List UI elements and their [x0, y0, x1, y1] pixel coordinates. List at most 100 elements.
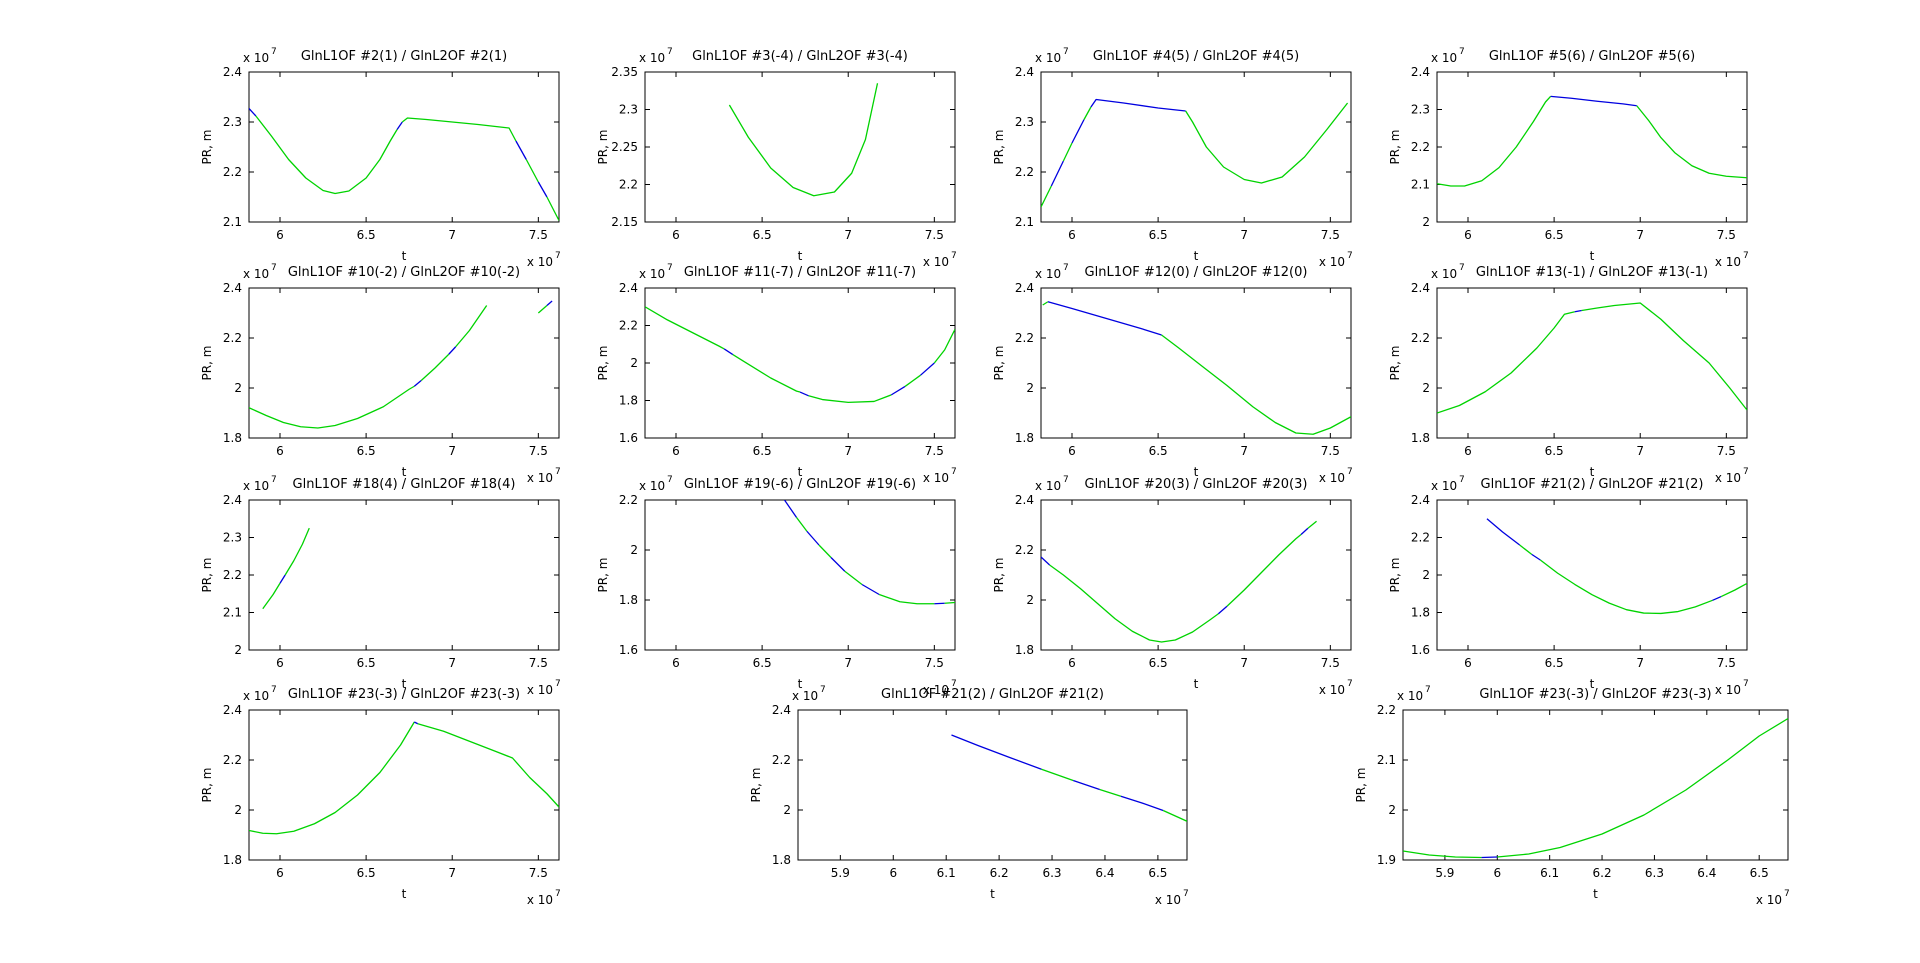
plot-title: GlnL1OF #21(2) / GlnL2OF #21(2): [881, 687, 1104, 702]
plot-title: GlnL1OF #23(-3) / GlnL2OF #23(-3): [288, 687, 520, 702]
curve-segment-green: [1042, 301, 1049, 306]
curve-segment-green: [1083, 106, 1092, 120]
y-tick-label: 2.2: [1411, 331, 1430, 345]
plot-title: GlnL1OF #13(-1) / GlnL2OF #13(-1): [1476, 265, 1708, 280]
x-tick-label: 7.5: [529, 656, 548, 670]
y-tick-label: 1.8: [1411, 431, 1430, 445]
curve-segment-green: [537, 305, 548, 314]
y-tick-label: 2.2: [223, 753, 242, 767]
x-tick-label: 6: [889, 866, 897, 880]
y-tick-label: 2.4: [1411, 281, 1430, 295]
subplot-r4-wide2: 5.9 6 6.1 6.2 6.3 6.4 6.5 1.9 2 2.1 2.2 GlnL1OF #23…: [1354, 685, 1790, 907]
curve-segment-green: [249, 385, 415, 429]
plot-title: GlnL1OF #19(-6) / GlnL2OF #19(-6): [684, 477, 916, 492]
x-tick-label: 6.1: [937, 866, 956, 880]
plot-box: [1040, 499, 1352, 651]
y-tick-label: 2.4: [223, 65, 242, 79]
curve-segment-blue: [783, 500, 798, 518]
x-axis-exponent-power: 7: [951, 467, 957, 477]
y-axis-label: PR, m: [1388, 346, 1402, 381]
y-axis-exponent-power: 7: [820, 685, 826, 695]
x-tick-label: 6: [276, 866, 284, 880]
x-tick-label: 6: [1464, 444, 1472, 458]
y-tick-label: 2.4: [223, 493, 242, 507]
curve-segment-blue: [414, 721, 419, 725]
y-tick-label: 2.1: [1377, 753, 1396, 767]
curve-segment-green: [796, 517, 808, 532]
curve-segment-blue: [799, 391, 809, 397]
x-axis-exponent: x 10: [1756, 893, 1782, 907]
curve-segment-green: [455, 305, 488, 348]
y-tick-label: 1.8: [223, 431, 242, 445]
y-axis-exponent: x 10: [639, 267, 665, 281]
curve-segment-green: [1539, 559, 1713, 615]
x-tick-label: 7.5: [925, 228, 944, 242]
curve-segment-blue: [920, 362, 935, 376]
x-axis-exponent-power: 7: [1743, 251, 1749, 261]
y-tick-label: 2.3: [1015, 115, 1034, 129]
subplot-r2c2: 6 6.5 7 7.5 1.6 1.8 2 2.2 2.4 GlnL1OF #11(-7) / G…: [596, 263, 957, 485]
y-axis-exponent-power: 7: [667, 263, 673, 273]
x-tick-label: 7: [844, 228, 852, 242]
y-axis-label: PR, m: [200, 346, 214, 381]
plot-box: [248, 71, 560, 223]
x-axis-exponent: x 10: [1715, 683, 1741, 697]
curve-segment-blue: [279, 574, 286, 584]
x-tick-label: 7.5: [529, 866, 548, 880]
y-tick-label: 2.1: [223, 606, 242, 620]
y-tick-label: 2: [1422, 568, 1430, 582]
y-axis-label: PR, m: [200, 558, 214, 593]
x-tick-label: 7.5: [1717, 444, 1736, 458]
y-tick-label: 1.8: [619, 394, 638, 408]
x-tick-label: 6: [1068, 228, 1076, 242]
curve-segment-green: [1161, 334, 1351, 435]
y-tick-label: 1.8: [1015, 431, 1034, 445]
y-tick-label: 2: [234, 803, 242, 817]
curve-segment-green: [1185, 102, 1349, 184]
y-tick-label: 2: [1026, 381, 1034, 395]
y-tick-label: 2.4: [772, 703, 791, 717]
x-tick-label: 7.5: [925, 656, 944, 670]
y-tick-label: 2.2: [1015, 165, 1034, 179]
curve-group: [1041, 520, 1317, 643]
y-tick-label: 2.1: [1015, 215, 1034, 229]
plot-title: GlnL1OF #4(5) / GlnL2OF #4(5): [1093, 49, 1299, 64]
curve-segment-blue: [1073, 779, 1100, 791]
y-tick-label: 1.6: [1411, 643, 1430, 657]
x-tick-label: 6.5: [357, 656, 376, 670]
y-axis-exponent: x 10: [639, 51, 665, 65]
y-axis-label: PR, m: [1388, 558, 1402, 593]
y-tick-label: 2.2: [1411, 531, 1430, 545]
y-axis-exponent: x 10: [1035, 51, 1061, 65]
curve-segment-green: [904, 374, 921, 387]
y-tick-label: 2: [1422, 215, 1430, 229]
subplot-r1c1: 6 6.5 7 7.5 2.1 2.2 2.3 2.4 GlnL1OF #2(1) / GlnL…: [200, 47, 561, 269]
y-axis-exponent: x 10: [243, 267, 269, 281]
x-axis-exponent: x 10: [923, 471, 949, 485]
plot-box: [644, 71, 956, 223]
x-tick-label: 5.9: [831, 866, 850, 880]
x-axis-exponent: x 10: [1319, 471, 1345, 485]
x-axis-exponent: x 10: [527, 471, 553, 485]
curve-segment-green: [879, 593, 935, 605]
x-axis-label: t: [1590, 677, 1595, 691]
curve-segment-blue: [1481, 856, 1498, 859]
x-tick-label: 6.5: [1750, 866, 1769, 880]
curve-segment-blue: [413, 380, 422, 387]
x-tick-label: 6.3: [1042, 866, 1061, 880]
curve-segment-blue: [448, 346, 457, 355]
subplot-r2c1: 6 6.5 7 7.5 1.8 2 2.2 2.4 GlnL1OF #10(-2) / GlnL…: [200, 263, 561, 485]
y-tick-label: 2: [1026, 593, 1034, 607]
x-tick-label: 7: [1636, 656, 1644, 670]
x-tick-label: 6: [672, 228, 680, 242]
y-tick-label: 2: [630, 543, 638, 557]
plot-box: [248, 709, 560, 861]
y-tick-label: 1.6: [619, 643, 638, 657]
plot-title: GlnL1OF #20(3) / GlnL2OF #20(3): [1085, 477, 1308, 492]
x-axis-label: t: [1590, 465, 1595, 479]
y-tick-label: 1.6: [619, 431, 638, 445]
x-tick-label: 7: [844, 444, 852, 458]
x-tick-label: 7: [448, 866, 456, 880]
plot-title: GlnL1OF #18(4) / GlnL2OF #18(4): [293, 477, 516, 492]
curve-segment-green: [844, 570, 863, 586]
